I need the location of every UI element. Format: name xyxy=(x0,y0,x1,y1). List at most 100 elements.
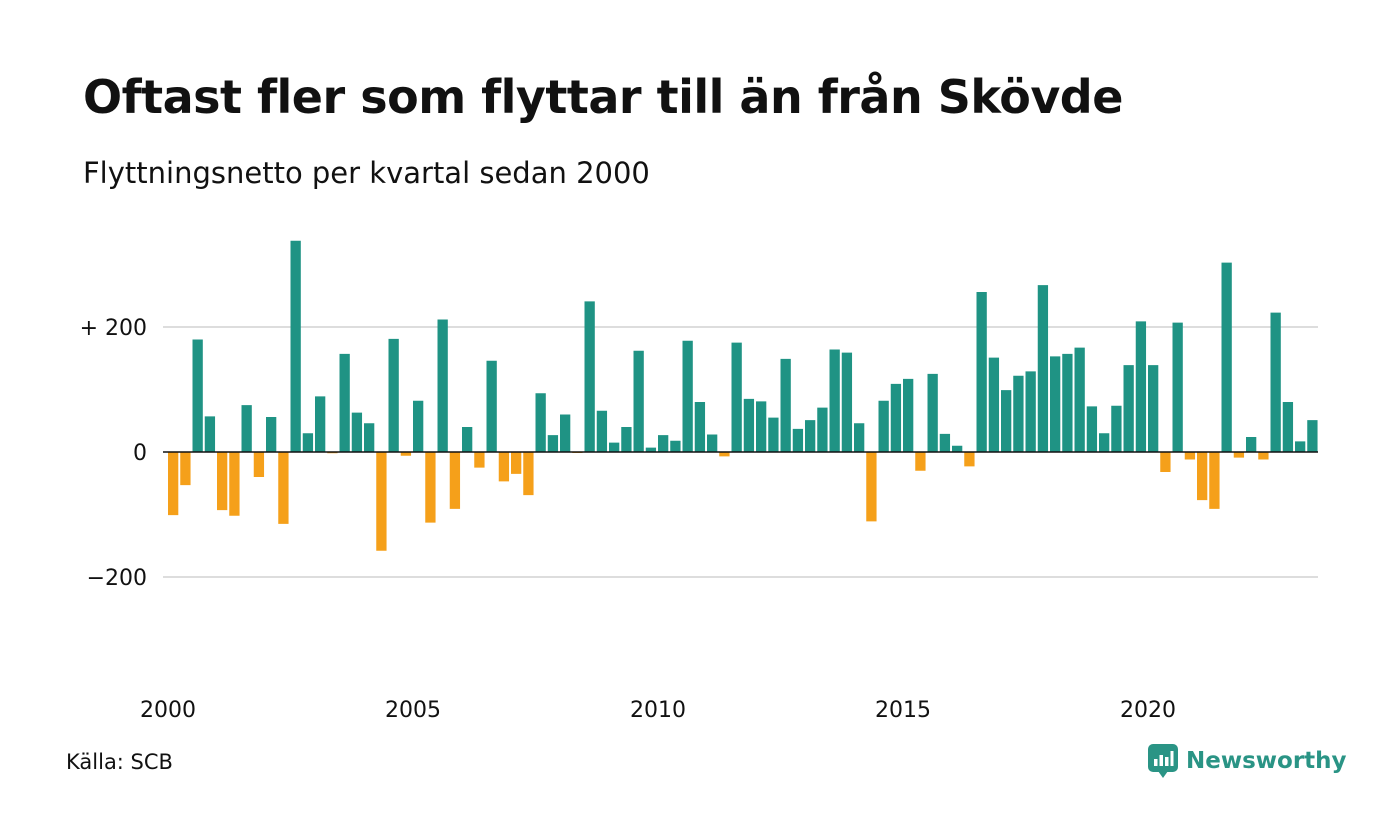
bar xyxy=(1307,420,1318,452)
bar xyxy=(743,398,755,452)
bar xyxy=(780,358,791,452)
bar xyxy=(1160,452,1171,472)
newsworthy-logo-icon xyxy=(1148,744,1178,778)
bar xyxy=(229,452,240,516)
bar xyxy=(217,452,228,511)
x-tick-label: 2015 xyxy=(875,698,931,723)
bar xyxy=(878,400,889,452)
bar xyxy=(560,414,571,452)
bar xyxy=(609,442,620,452)
bar xyxy=(547,435,559,452)
bar xyxy=(927,373,938,452)
bar xyxy=(1123,365,1134,452)
bar xyxy=(425,452,436,523)
bar xyxy=(1025,371,1036,452)
bar xyxy=(768,417,779,452)
bar xyxy=(719,452,730,457)
bar xyxy=(988,357,1000,452)
bar xyxy=(1050,356,1061,452)
bar xyxy=(1295,441,1306,452)
bar xyxy=(315,396,326,452)
bar xyxy=(413,400,424,452)
bar xyxy=(707,434,718,452)
x-tick-label: 2000 xyxy=(140,698,196,723)
bar xyxy=(1001,390,1012,452)
bar xyxy=(890,383,902,452)
bar xyxy=(339,353,350,452)
bar xyxy=(1282,402,1294,452)
bar xyxy=(1062,353,1073,452)
bar xyxy=(903,378,914,452)
bar xyxy=(1074,347,1085,452)
bar xyxy=(1135,321,1147,452)
x-tick-label: 2010 xyxy=(630,698,686,723)
bar xyxy=(633,350,644,452)
bar xyxy=(486,360,497,452)
bar xyxy=(1099,433,1110,452)
bar xyxy=(805,420,816,452)
bar xyxy=(645,447,657,452)
bar xyxy=(168,452,179,516)
bar xyxy=(1013,375,1024,452)
bar xyxy=(1172,322,1183,452)
bar xyxy=(817,407,828,452)
bar xyxy=(952,445,963,452)
x-tick-label: 2020 xyxy=(1120,698,1176,723)
chart-title: Oftast fler som flyttar till än från Skö… xyxy=(83,70,1123,124)
bar xyxy=(523,452,534,496)
bar xyxy=(939,433,951,452)
bars xyxy=(168,240,1318,551)
grid-lines xyxy=(163,326,1318,578)
bar xyxy=(351,412,363,452)
bar xyxy=(792,428,804,452)
y-tick-label: −200 xyxy=(87,566,147,591)
bar xyxy=(449,452,461,509)
bar xyxy=(731,342,742,452)
bar xyxy=(1233,452,1245,458)
bar xyxy=(866,452,877,522)
bar xyxy=(1148,365,1159,452)
bar xyxy=(670,440,681,452)
bar xyxy=(829,349,840,452)
bar xyxy=(841,352,853,452)
bar xyxy=(1270,312,1281,452)
bar xyxy=(290,240,301,452)
bar xyxy=(278,452,289,524)
bar xyxy=(694,402,706,452)
bar xyxy=(621,427,632,452)
bar xyxy=(1111,405,1122,452)
bar xyxy=(302,433,314,452)
bar xyxy=(498,452,510,482)
bar xyxy=(1221,262,1232,452)
bar xyxy=(1246,437,1257,452)
bar xyxy=(964,452,975,467)
source-note: Källa: SCB xyxy=(66,750,173,774)
bar xyxy=(915,452,926,471)
bar xyxy=(192,339,203,452)
bar xyxy=(1086,406,1098,452)
brand-name: Newsworthy xyxy=(1186,748,1347,774)
bar xyxy=(388,338,399,452)
bar xyxy=(1184,452,1196,460)
bar xyxy=(854,423,865,452)
bar xyxy=(1209,452,1220,509)
bar xyxy=(474,452,485,468)
bar xyxy=(535,393,546,452)
bar xyxy=(266,417,277,452)
y-tick-label: 0 xyxy=(133,441,147,466)
bar xyxy=(376,452,387,551)
bar xyxy=(756,401,767,452)
bar xyxy=(437,319,448,452)
bar xyxy=(180,452,191,486)
bar xyxy=(976,292,987,452)
bar xyxy=(1037,285,1049,452)
x-axis-ticks: 2000 2005 2010 2015 2020 xyxy=(140,698,1176,723)
bar xyxy=(462,427,473,452)
y-tick-label: + 200 xyxy=(80,316,147,341)
bar xyxy=(1258,452,1269,460)
bar xyxy=(400,452,412,456)
brand-logo: Newsworthy xyxy=(1148,744,1347,778)
bar xyxy=(1197,452,1208,501)
x-tick-label: 2005 xyxy=(385,698,441,723)
bar xyxy=(682,340,693,452)
